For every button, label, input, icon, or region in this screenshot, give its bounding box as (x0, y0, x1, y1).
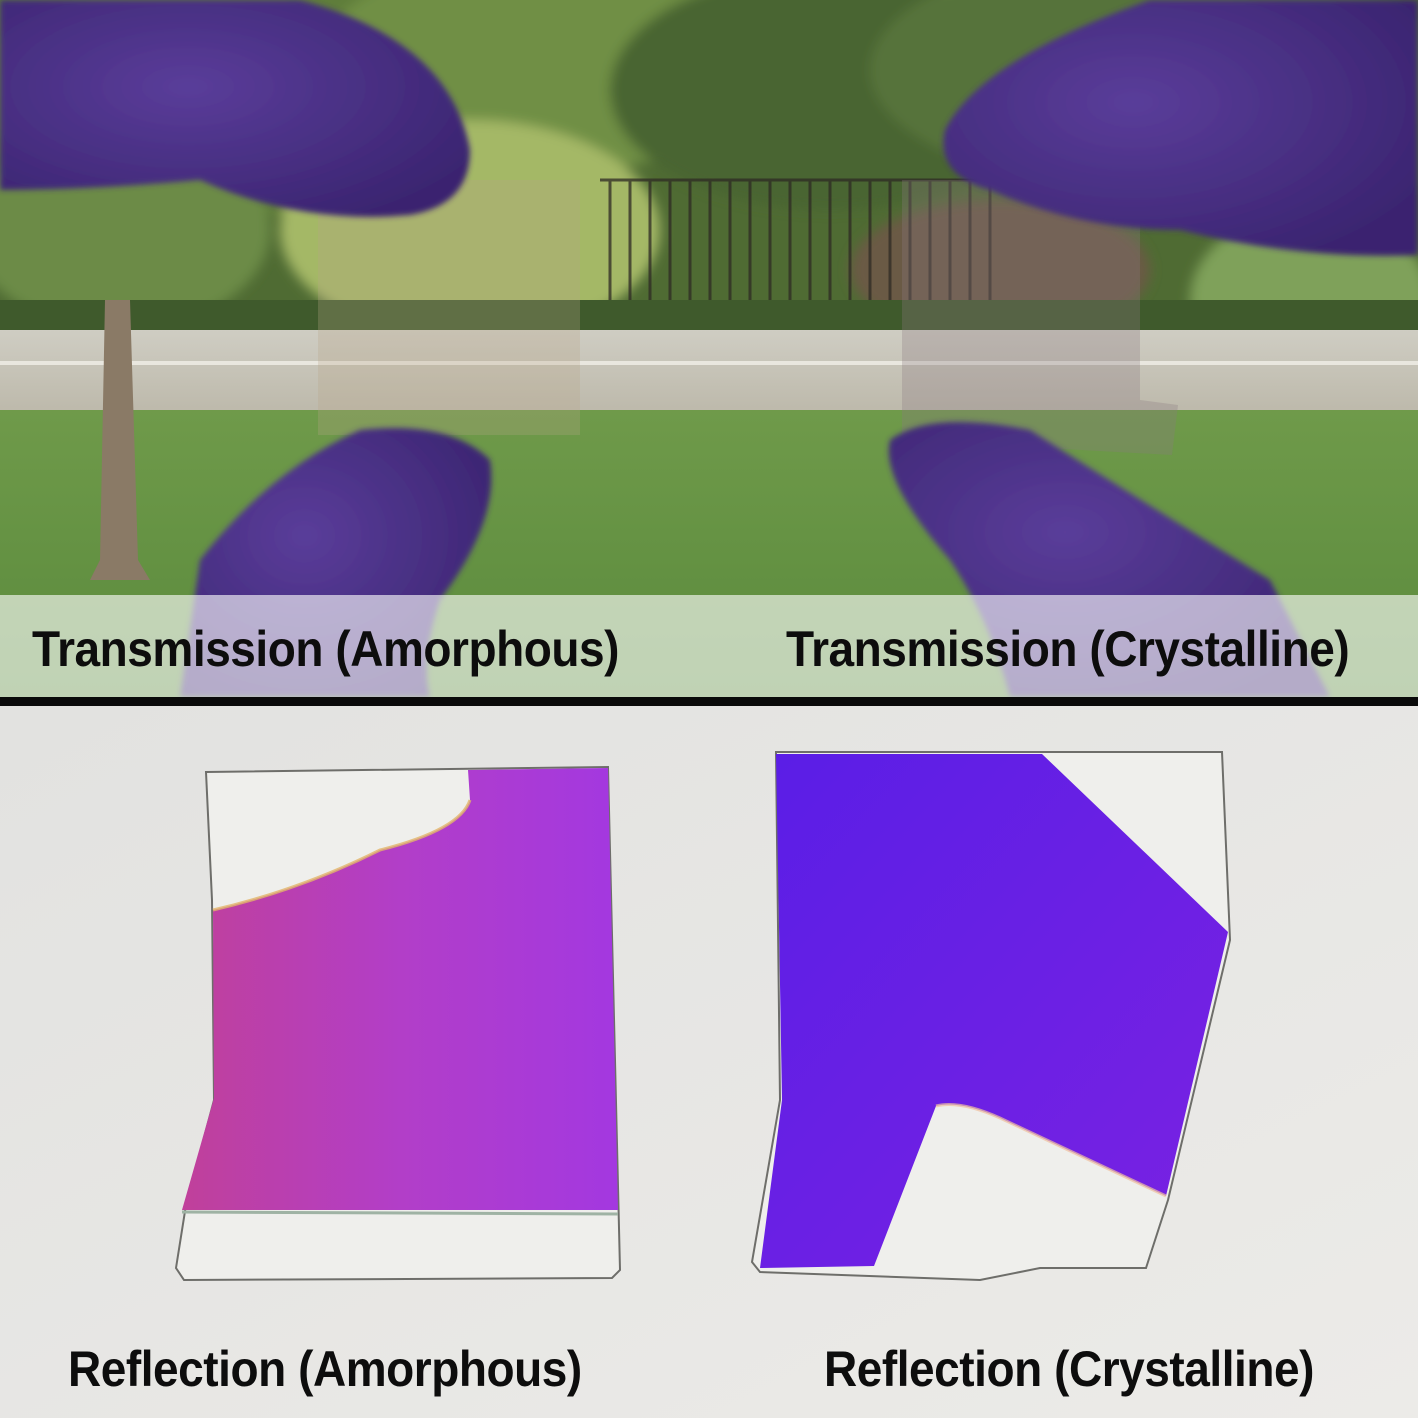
glove-finger-top-right (943, 0, 1418, 256)
transmission-photo: Transmission (Amorphous) Transmission (C… (0, 0, 1418, 697)
reflection-photo: Reflection (Amorphous) Reflection (Cryst… (0, 706, 1418, 1418)
crystalline-sample (750, 751, 1232, 1282)
amorphous-slide (318, 180, 580, 435)
glove-finger-top-left (0, 0, 470, 217)
hedge (0, 300, 1418, 332)
crystalline-slide (902, 180, 1178, 455)
transmission-scene (0, 0, 1418, 697)
amorphous-film-edge (212, 799, 472, 912)
caption-reflection-amorphous: Reflection (Amorphous) (68, 1341, 582, 1397)
caption-transmission-crystalline: Transmission (Crystalline) (786, 621, 1350, 677)
crystalline-film (760, 754, 1228, 1268)
caption-transmission-amorphous: Transmission (Amorphous) (32, 621, 620, 677)
tree-trunk (90, 300, 150, 580)
amorphous-sample (174, 765, 622, 1282)
caption-reflection-crystalline: Reflection (Crystalline) (824, 1341, 1314, 1397)
panel-divider (0, 697, 1418, 706)
road (0, 330, 1418, 412)
amorphous-film-bottom-edge (181, 1210, 619, 1216)
crystalline-film-edge (935, 1103, 1167, 1198)
caption-band (0, 595, 1418, 697)
reflection-scene (0, 706, 1418, 1418)
amorphous-film (182, 768, 618, 1210)
iron-fence (600, 178, 1000, 320)
